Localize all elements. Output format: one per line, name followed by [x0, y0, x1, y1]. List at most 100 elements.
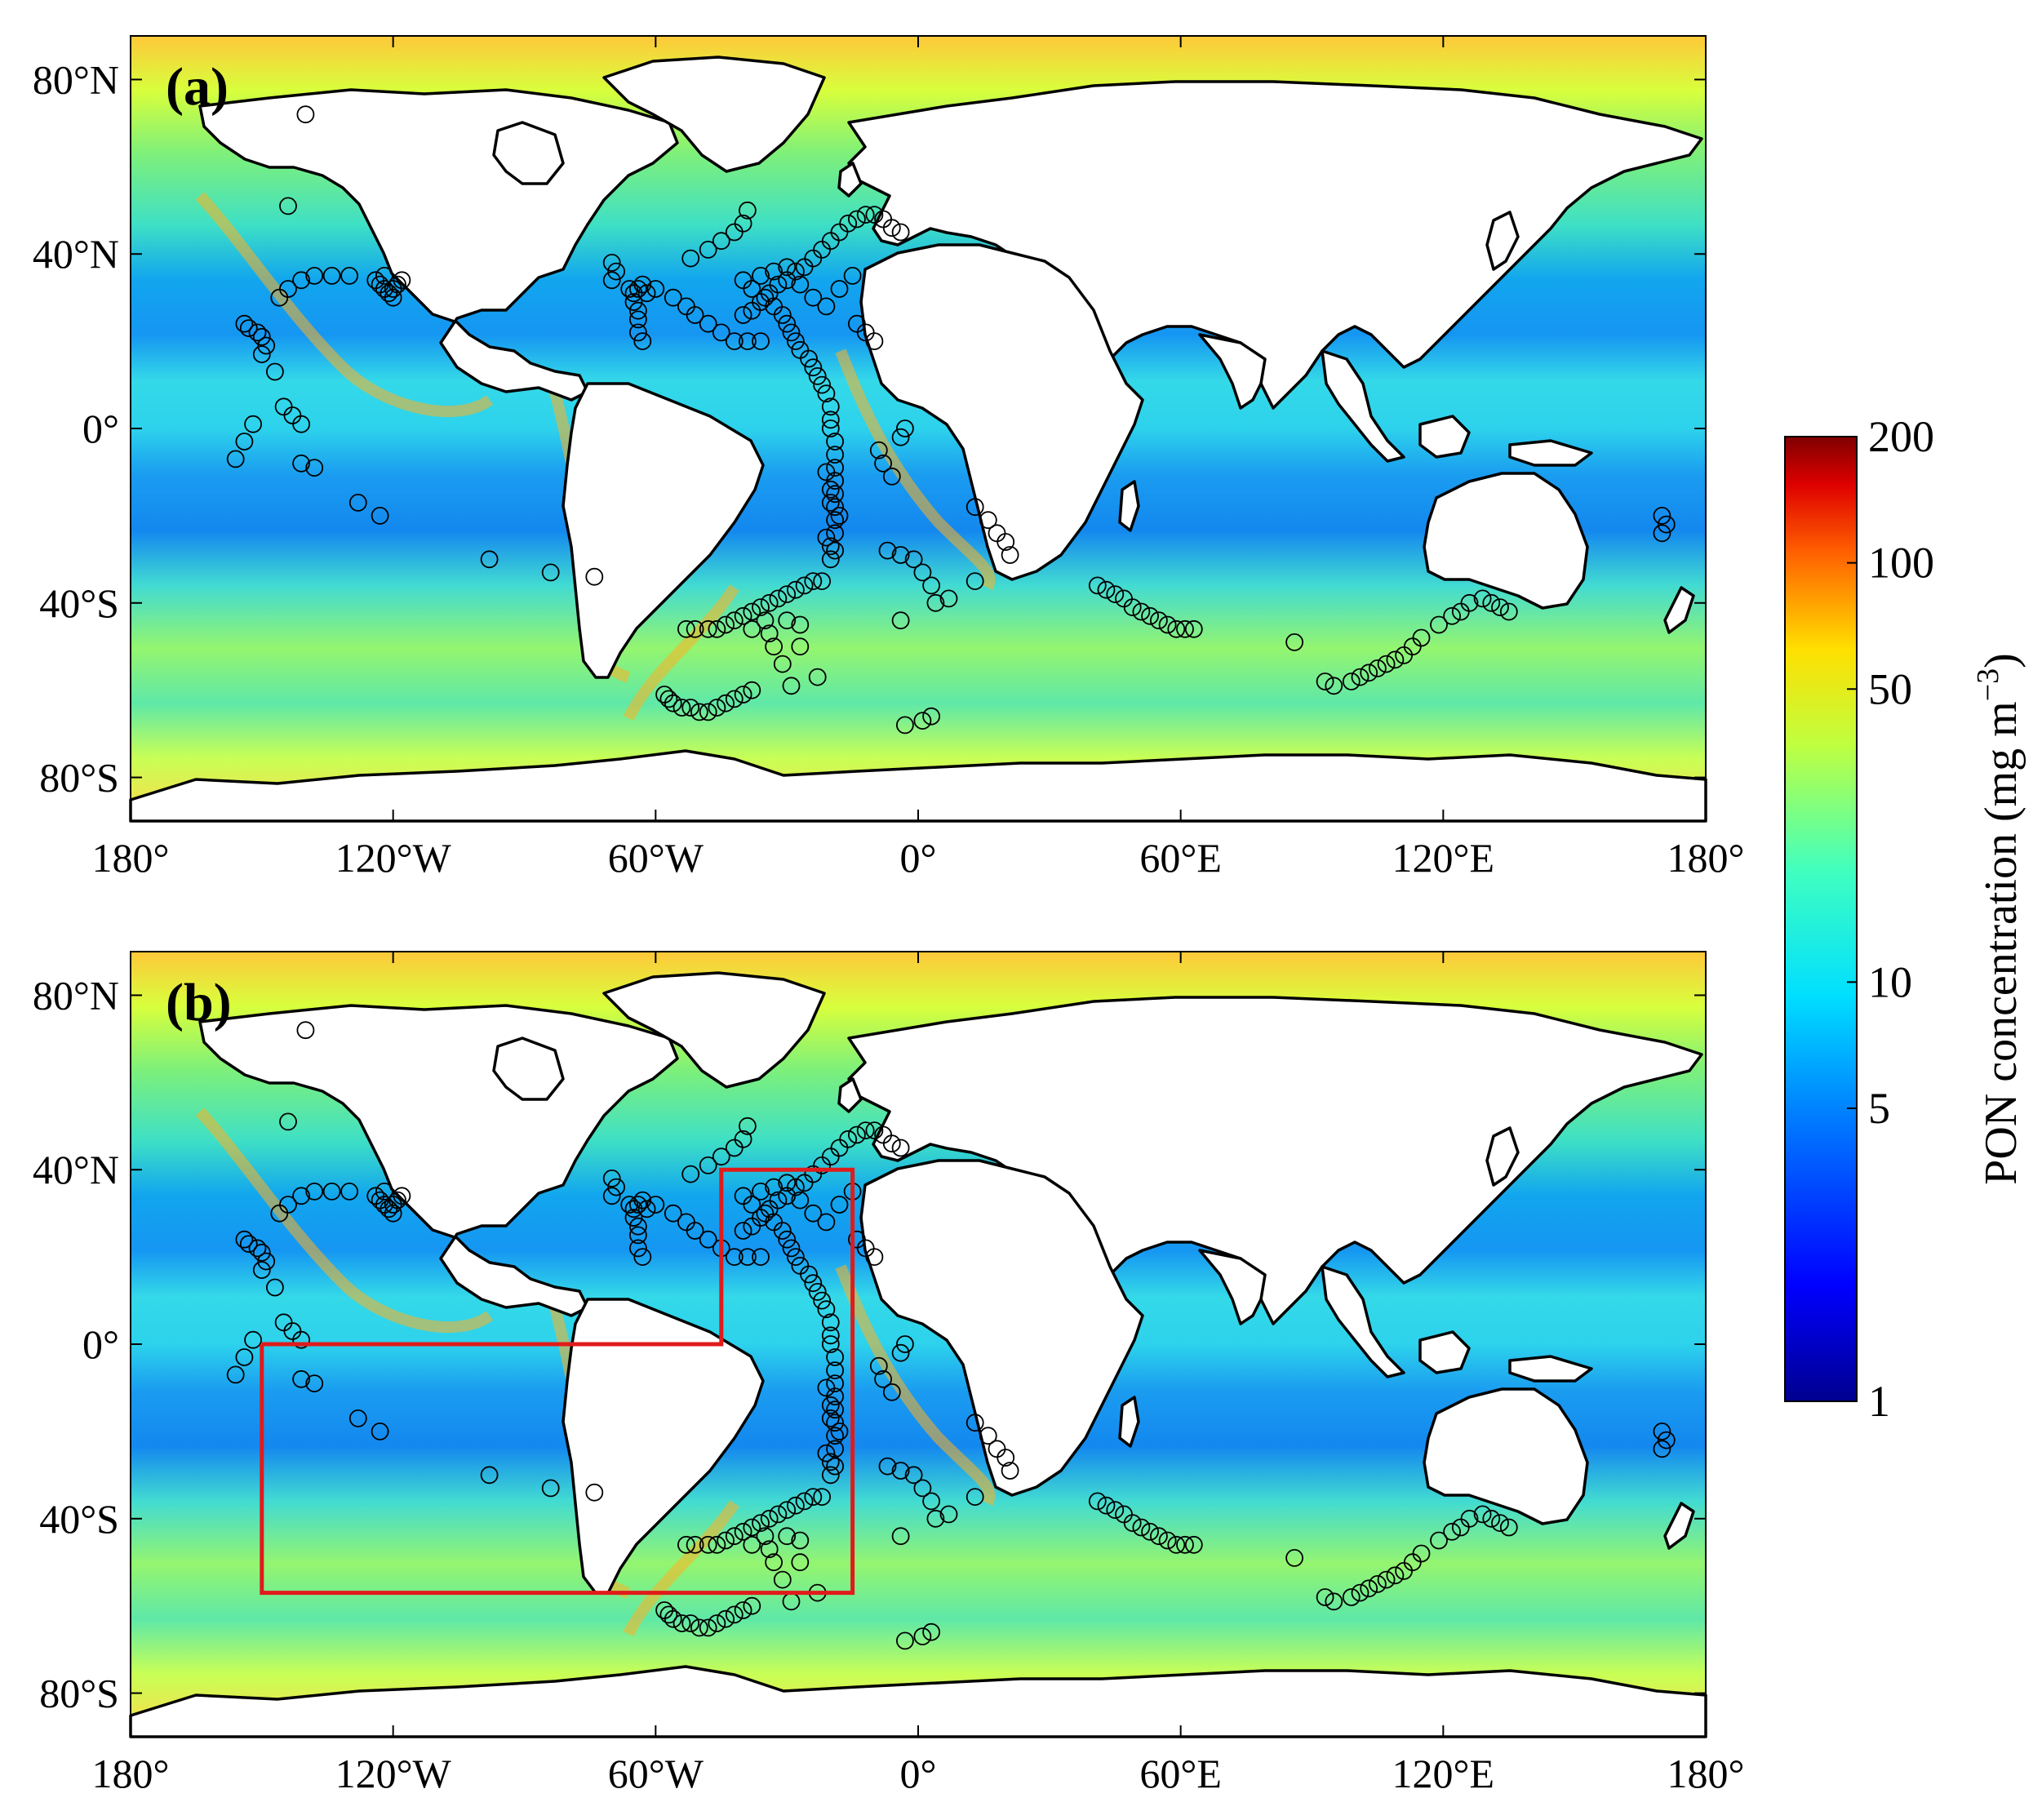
station-marker — [607, 1178, 625, 1196]
station-marker — [686, 1535, 704, 1554]
station-marker — [743, 1535, 761, 1554]
station-marker — [629, 1226, 647, 1245]
station-marker — [1653, 524, 1671, 543]
station-marker — [712, 232, 730, 251]
station-marker — [800, 1265, 818, 1284]
station-marker — [1443, 606, 1461, 625]
station-marker — [769, 1505, 788, 1524]
station-marker — [541, 1479, 560, 1498]
station-marker — [1351, 1583, 1369, 1602]
station-marker — [795, 576, 814, 595]
land-south-america — [562, 1298, 765, 1595]
station-marker — [637, 1200, 656, 1219]
station-marker — [778, 1230, 797, 1249]
station-marker — [265, 1278, 284, 1297]
land-borneo — [1418, 415, 1471, 459]
station-marker — [739, 201, 757, 220]
station-marker — [305, 459, 324, 477]
colorbar-tick-label: 1 — [1868, 1377, 1890, 1426]
station-marker — [882, 219, 901, 237]
station-marker — [743, 1196, 761, 1214]
station-marker — [821, 537, 840, 556]
station-marker — [1360, 1579, 1378, 1598]
station-marker — [1430, 1531, 1448, 1550]
station-marker — [821, 1453, 840, 1472]
station-marker — [997, 1449, 1015, 1467]
station-marker — [725, 611, 744, 630]
station-marker — [813, 1488, 831, 1506]
colorbar-title: PON concentration (mg m−3) — [1971, 653, 2026, 1185]
station-marker — [292, 1330, 311, 1349]
lon-tick-label: 120°E — [1392, 835, 1495, 881]
station-marker — [821, 419, 840, 437]
station-marker — [1285, 1549, 1303, 1567]
station-marker — [1285, 633, 1303, 651]
lon-tick-label: 60°W — [608, 835, 704, 881]
station-marker — [305, 266, 324, 285]
station-marker — [804, 358, 823, 377]
station-marker — [673, 699, 691, 717]
colorbar-ticks: 200 100 50 10 5 1 — [1847, 412, 1934, 1426]
station-marker — [782, 1239, 801, 1258]
station-marker — [878, 541, 897, 560]
station-marker — [1106, 1501, 1125, 1519]
land-greenland — [602, 971, 826, 1089]
station-marker — [717, 1609, 735, 1628]
station-marker — [348, 494, 367, 512]
station-marker — [340, 266, 359, 285]
station-marker — [848, 1125, 866, 1144]
station-marker — [997, 533, 1015, 551]
land-antarctica — [129, 1665, 1707, 1738]
station-marker — [804, 1274, 823, 1293]
lon-tick-label: 120°W — [335, 835, 452, 881]
station-marker — [340, 1182, 359, 1201]
station-marker — [865, 1121, 884, 1140]
station-marker — [1653, 507, 1671, 525]
station-marker — [725, 1527, 744, 1546]
station-marker — [891, 1139, 910, 1157]
station-marker — [624, 293, 643, 311]
axis-ticks: 180° 120°W 60°W 0° 60°E 120°E 180° 80°N 40°N 0° 40… — [33, 952, 1745, 1796]
land-madagascar — [1118, 480, 1140, 532]
colorbar-tick-label: 10 — [1868, 957, 1912, 1006]
station-marker — [388, 1191, 406, 1210]
station-marker — [826, 446, 844, 464]
station-marker — [734, 1130, 752, 1148]
station-marker — [1123, 1514, 1142, 1532]
station-marker — [752, 266, 770, 285]
station-marker — [922, 1622, 940, 1641]
station-marker — [677, 1535, 695, 1554]
station-marker — [830, 1196, 849, 1214]
lat-tick-label: 40°S — [39, 580, 119, 626]
station-marker — [817, 384, 836, 403]
lon-tick-label: 180° — [92, 835, 170, 881]
station-marker — [773, 1222, 792, 1240]
station-marker — [296, 105, 315, 124]
map-panel-a: 180° 120°W 60°W 0° 60°E 120°E 180° 80°N 40°N 0° 40… — [33, 35, 1745, 881]
station-marker — [717, 1531, 735, 1550]
station-marker — [602, 271, 621, 290]
station-marker — [235, 1230, 254, 1249]
station-marker — [248, 1239, 267, 1258]
station-marker — [752, 1514, 770, 1532]
station-marker — [922, 576, 940, 595]
station-marker — [708, 1535, 726, 1554]
station-marker — [817, 297, 836, 316]
station-marker — [1167, 1535, 1186, 1554]
station-marker — [1360, 664, 1378, 682]
station-marker — [874, 1369, 892, 1388]
station-marker — [878, 1457, 897, 1476]
station-marker — [624, 1209, 643, 1227]
station-marker — [882, 1383, 901, 1401]
station-marker — [778, 611, 797, 630]
panel-label-b: (b) — [166, 973, 232, 1032]
station-marker — [629, 323, 647, 342]
lon-tick-label: 180° — [1667, 1751, 1745, 1796]
station-marker — [371, 1423, 389, 1440]
station-marker — [1150, 1527, 1168, 1546]
station-marker — [1123, 598, 1142, 616]
station-marker — [891, 223, 910, 242]
station-marker — [252, 1243, 271, 1262]
station-marker — [717, 615, 735, 634]
station-marker — [739, 1248, 757, 1267]
